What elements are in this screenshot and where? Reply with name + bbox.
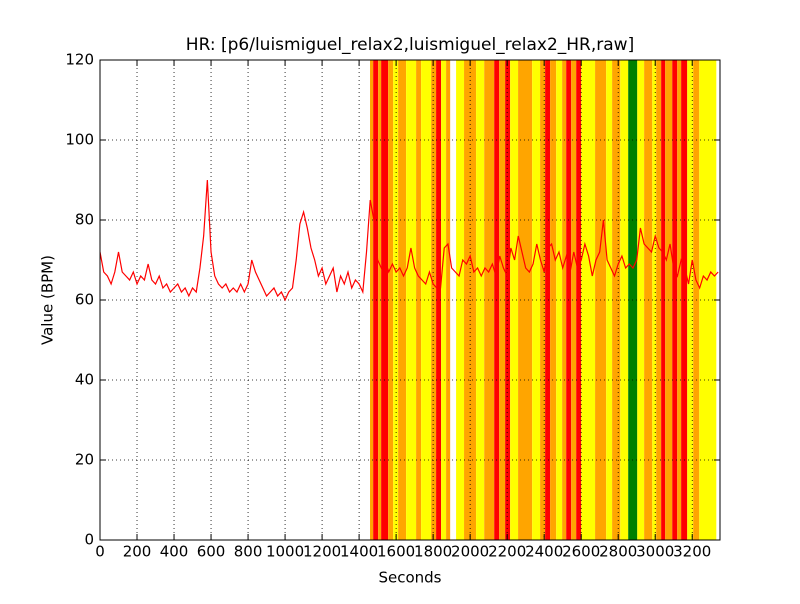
band [484, 60, 495, 540]
x-tick-label: 2400 [525, 543, 563, 561]
band [576, 60, 582, 540]
band [656, 60, 662, 540]
band [550, 60, 557, 540]
band [406, 60, 417, 540]
band [699, 60, 717, 540]
y-tick-label: 40 [75, 371, 94, 389]
band [571, 60, 577, 540]
band [510, 60, 519, 540]
band [518, 60, 533, 540]
x-tick-label: 200 [123, 543, 152, 561]
y-tick-label: 20 [75, 451, 94, 469]
x-tick-label: 0 [95, 543, 105, 561]
y-tick-label: 60 [75, 291, 94, 309]
band [393, 60, 399, 540]
band [441, 60, 447, 540]
band [606, 60, 613, 540]
x-tick-label: 1800 [414, 543, 452, 561]
band [416, 60, 422, 540]
x-tick-label: 1200 [303, 543, 341, 561]
x-axis-label: Seconds [378, 569, 441, 587]
x-tick-label: 1600 [377, 543, 415, 561]
band [421, 60, 432, 540]
band [436, 60, 442, 540]
y-tick-label: 80 [75, 211, 94, 229]
y-axis-label: Value (BPM) [39, 255, 57, 345]
band [505, 60, 511, 540]
band [398, 60, 407, 540]
hr-line [100, 179, 719, 302]
band [661, 60, 666, 540]
x-tick-label: 1000 [266, 543, 304, 561]
y-tick-label: 120 [65, 51, 94, 69]
x-tick-label: 800 [234, 543, 263, 561]
band [540, 60, 546, 540]
band [373, 60, 379, 540]
y-tick-label: 100 [65, 131, 94, 149]
x-tick-label: 1400 [340, 543, 378, 561]
band [687, 60, 694, 540]
band [545, 60, 551, 540]
chart-title: HR: [p6/luismiguel_relax2,luismiguel_rel… [186, 35, 634, 55]
band [378, 60, 382, 540]
band [672, 60, 678, 540]
x-tick-label: 600 [197, 543, 226, 561]
band [431, 60, 437, 540]
x-tick-label: 2800 [599, 543, 637, 561]
x-tick-label: 3200 [673, 543, 711, 561]
band [388, 60, 394, 540]
y-tick-label: 0 [84, 531, 94, 549]
grid [99, 59, 720, 541]
x-tick-label: 3000 [636, 543, 674, 561]
band [556, 60, 563, 540]
x-tick-label: 2600 [562, 543, 600, 561]
x-tick-label: 400 [160, 543, 189, 561]
lines [100, 179, 719, 302]
x-tick-label: 2000 [451, 543, 489, 561]
band [370, 60, 374, 540]
x-tick-label: 2200 [488, 543, 526, 561]
band [677, 60, 682, 540]
band [652, 60, 657, 540]
band [499, 60, 506, 540]
